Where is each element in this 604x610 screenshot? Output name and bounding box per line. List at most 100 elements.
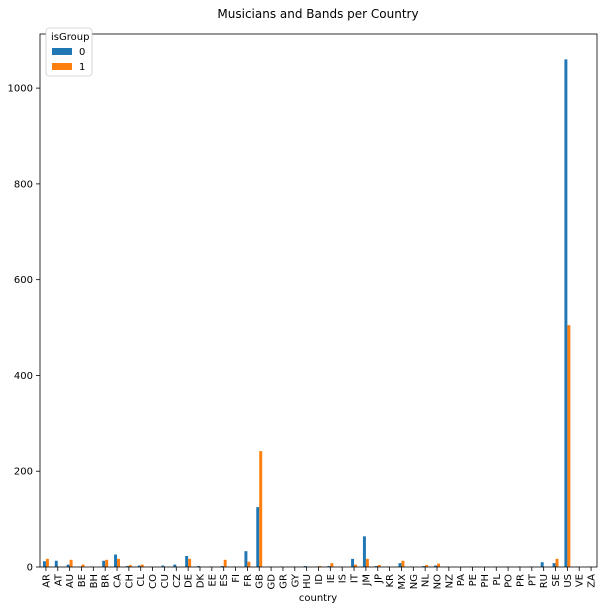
x-tick-label-ar: AR <box>41 574 52 588</box>
x-tick-label-dk: DK <box>195 574 206 589</box>
bar-jp-series-0 <box>374 566 378 567</box>
bar-be-series-1 <box>81 564 85 567</box>
bar-es-series-0 <box>220 566 224 567</box>
bar-jm-series-1 <box>365 558 369 567</box>
bar-hu-series-0 <box>303 566 307 567</box>
x-tick-label-mx: MX <box>397 574 408 590</box>
y-tick-label: 600 <box>14 275 33 286</box>
bar-de-series-1 <box>188 558 192 567</box>
legend-label-1: 1 <box>79 62 85 73</box>
bar-au-series-1 <box>69 559 73 567</box>
x-tick-label-at: AT <box>53 573 64 586</box>
legend-swatch-1 <box>52 63 72 70</box>
bar-ch-series-0 <box>125 566 129 567</box>
x-tick-label-es: ES <box>219 574 230 587</box>
x-tick-label-ca: CA <box>113 574 124 588</box>
x-tick-label-hu: HU <box>302 574 313 589</box>
bar-us-series-1 <box>567 325 571 567</box>
bar-gb-series-1 <box>259 451 263 567</box>
y-tick-label: 800 <box>14 179 33 190</box>
bar-ie-series-1 <box>330 563 334 567</box>
bar-br-series-1 <box>105 559 109 567</box>
x-tick-label-de: DE <box>184 574 195 588</box>
x-tick-label-au: AU <box>65 574 76 588</box>
plot-background <box>40 34 597 567</box>
chart-title: Musicians and Bands per Country <box>217 7 418 21</box>
x-tick-label-pe: PE <box>468 574 479 586</box>
bar-ie-series-0 <box>327 566 331 567</box>
y-tick-label: 200 <box>14 467 33 478</box>
x-tick-label-pr: PR <box>515 574 526 587</box>
legend-swatch-0 <box>52 48 72 55</box>
x-tick-label-gy: GY <box>290 573 301 587</box>
x-tick-label-po: PO <box>504 574 515 588</box>
y-tick-label: 400 <box>14 371 33 382</box>
bar-cz-series-0 <box>173 564 177 567</box>
bar-us-series-0 <box>564 59 568 567</box>
legend: isGroup 0 1 <box>45 27 93 77</box>
x-tick-label-gb: GB <box>255 574 266 589</box>
x-tick-label-pt: PT <box>527 573 538 586</box>
x-tick-label-co: CO <box>148 574 159 589</box>
x-tick-label-se: SE <box>551 574 562 587</box>
bar-ar-series-0 <box>42 561 46 567</box>
bar-mx-series-1 <box>401 560 405 567</box>
bar-jp-series-1 <box>377 565 381 567</box>
x-tick-label-ee: EE <box>207 574 218 587</box>
x-tick-label-za: ZA <box>587 574 598 588</box>
x-tick-label-fi: FI <box>231 574 242 583</box>
bar-gb-series-0 <box>256 507 260 567</box>
x-tick-label-pa: PA <box>456 574 467 586</box>
y-tick-label: 1000 <box>8 84 33 95</box>
bar-fr-series-0 <box>244 551 248 567</box>
x-tick-label-fr: FR <box>243 574 254 587</box>
x-tick-label-ch: CH <box>124 574 135 589</box>
bar-mx-series-0 <box>398 563 402 567</box>
x-tick-label-be: BE <box>77 574 88 587</box>
bar-de-series-0 <box>185 555 189 567</box>
x-tick-label-cl: CL <box>136 574 147 587</box>
bar-no-series-0 <box>434 565 438 567</box>
bar-au-series-0 <box>66 564 70 567</box>
x-tick-label-gr: GR <box>278 574 289 589</box>
bar-nl-series-1 <box>425 565 429 567</box>
x-tick-label-us: US <box>563 574 574 588</box>
bar-no-series-1 <box>437 563 440 567</box>
x-tick-label-pl: PL <box>492 574 503 586</box>
x-axis-label: country <box>299 593 337 604</box>
bar-jm-series-0 <box>362 536 366 567</box>
y-tick-label: 0 <box>27 563 33 574</box>
bar-id-series-1 <box>318 566 322 567</box>
bar-es-series-1 <box>223 559 227 567</box>
x-tick-label-ng: NG <box>409 574 420 589</box>
x-tick-label-it: IT <box>350 573 361 583</box>
bar-it-series-1 <box>354 564 358 567</box>
x-axis: AR AT AU BE BH BR CA CH CL CO CU CZ DE DK EE ES FI FR GB GD… <box>41 567 598 590</box>
x-tick-label-ie: IE <box>326 574 337 583</box>
bar-cl-series-0 <box>137 565 141 567</box>
bar-se-series-1 <box>555 558 559 567</box>
x-tick-label-ve: VE <box>575 574 586 587</box>
bar-cu-series-0 <box>161 565 165 567</box>
x-tick-label-is: IS <box>338 574 349 583</box>
x-tick-label-cu: CU <box>160 574 171 588</box>
x-tick-label-gd: GD <box>267 574 278 590</box>
y-axis: 0 200 400 600 800 1000 <box>8 84 40 574</box>
bar-ar-series-1 <box>45 558 49 567</box>
x-tick-label-kr: KR <box>385 574 396 588</box>
x-tick-label-no: NO <box>433 574 444 589</box>
bar-ch-series-1 <box>128 565 132 567</box>
x-tick-label-jp: JP <box>373 574 384 584</box>
x-tick-label-br: BR <box>101 574 112 588</box>
legend-title: isGroup <box>51 32 89 43</box>
x-tick-label-ph: PH <box>480 574 491 588</box>
x-tick-label-ru: RU <box>539 574 550 588</box>
bar-se-series-0 <box>552 563 556 567</box>
x-tick-label-cz: CZ <box>172 574 183 588</box>
x-tick-label-nl: NL <box>421 574 432 587</box>
bar-ru-series-0 <box>540 562 544 567</box>
bar-it-series-0 <box>351 558 355 567</box>
bar-ca-series-1 <box>117 558 120 567</box>
bar-fr-series-1 <box>247 561 251 567</box>
